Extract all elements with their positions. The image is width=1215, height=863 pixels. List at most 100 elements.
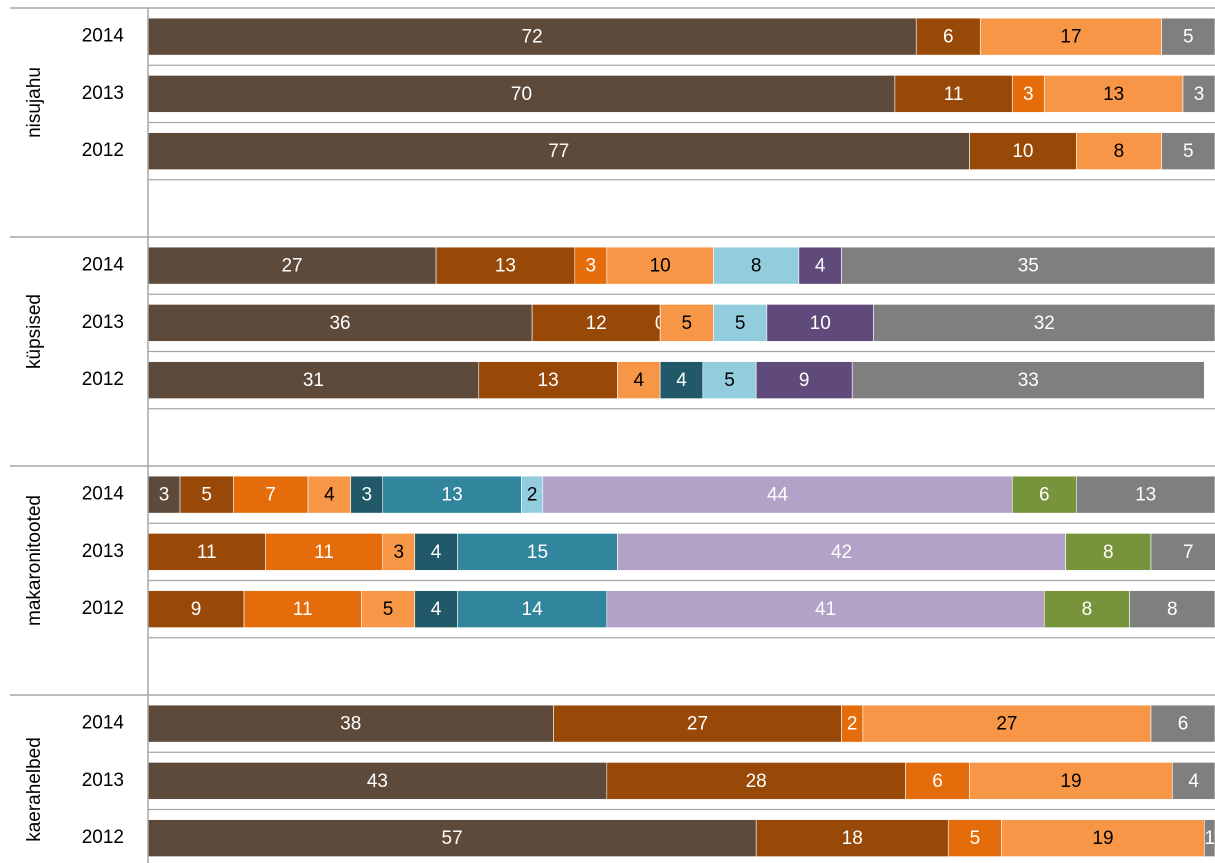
bar-segment — [702, 361, 757, 399]
bar-segment — [307, 475, 352, 514]
data-label: 5 — [724, 370, 735, 391]
bar-segment — [147, 762, 608, 800]
bar-segment — [617, 361, 661, 399]
data-label: 44 — [767, 485, 789, 506]
y-tick-label: 2012 — [82, 369, 124, 390]
y-tick-label: 2013 — [82, 541, 124, 562]
bar-segment — [147, 819, 757, 857]
data-label: 13 — [1103, 84, 1124, 105]
data-label: 13 — [495, 256, 516, 277]
y-tick-label: 2012 — [82, 827, 124, 848]
y-tick-label: 2013 — [82, 312, 124, 333]
bar-segment — [233, 475, 309, 514]
bar-segment — [1129, 590, 1215, 628]
data-label: 27 — [281, 256, 302, 277]
data-label: 6 — [932, 771, 943, 792]
y-tick-label: 2013 — [82, 770, 124, 791]
data-label: 3 — [361, 485, 372, 506]
y-tick-label: 2014 — [82, 255, 125, 276]
data-label: 3 — [393, 542, 404, 563]
data-label: 3 — [1194, 84, 1205, 105]
bar-segment — [1011, 75, 1045, 113]
data-label: 10 — [650, 256, 671, 277]
bar-segment — [1043, 590, 1130, 628]
bar-segment — [915, 17, 981, 56]
data-label: 4 — [676, 370, 687, 391]
data-label: 5 — [735, 313, 746, 334]
data-label: 32 — [1034, 313, 1055, 334]
data-label: 77 — [548, 141, 569, 162]
bar-segment — [147, 590, 245, 628]
bar-segment — [414, 533, 458, 571]
data-label: 5 — [1183, 27, 1194, 48]
bar-segment — [147, 475, 181, 514]
data-label: 14 — [522, 599, 544, 620]
data-label: 5 — [1183, 141, 1194, 162]
data-label: 35 — [1018, 256, 1039, 277]
group-label: nisujahu — [24, 67, 45, 138]
bar-segment — [457, 533, 618, 571]
data-label: 9 — [799, 370, 810, 391]
data-label: 7 — [265, 485, 276, 506]
data-label: 9 — [191, 599, 202, 620]
bar-segment — [435, 246, 576, 285]
bar-segment — [147, 704, 554, 743]
bar-segment — [851, 361, 1205, 399]
data-label: 6 — [1178, 714, 1189, 735]
data-label: 3 — [1023, 84, 1034, 105]
data-label: 10 — [1012, 141, 1033, 162]
bar-segment — [1150, 533, 1215, 571]
bar-segment — [947, 819, 1002, 857]
data-label: 4 — [1188, 771, 1199, 792]
bar-segment — [1075, 132, 1162, 170]
bar-segment — [1065, 533, 1152, 571]
data-label: 17 — [1060, 27, 1081, 48]
data-label: 27 — [996, 714, 1017, 735]
bar-segment — [659, 361, 704, 399]
bar-segment — [606, 762, 906, 800]
bar-segment — [382, 533, 416, 571]
bar-segment — [1172, 762, 1215, 800]
data-label: 27 — [687, 714, 708, 735]
data-label: 4 — [634, 370, 645, 391]
bar-segment — [798, 246, 842, 285]
bar-segment — [659, 304, 714, 342]
data-label: 2 — [527, 485, 538, 506]
bar-segment — [969, 762, 1173, 800]
bar-segment — [179, 475, 234, 514]
group-label: küpsised — [24, 294, 45, 369]
data-label: 57 — [442, 828, 463, 849]
data-label: 5 — [201, 485, 212, 506]
bar-segment — [862, 704, 1152, 743]
data-label: 7 — [1183, 542, 1194, 563]
bar-segment — [755, 361, 853, 399]
bar-segment — [873, 304, 1215, 342]
data-label: 4 — [431, 599, 442, 620]
y-tick-label: 2012 — [82, 140, 124, 161]
bar-segment — [382, 475, 522, 514]
data-label: 41 — [815, 599, 836, 620]
data-label: 4 — [815, 256, 826, 277]
data-label: 19 — [1092, 828, 1113, 849]
data-label: 4 — [324, 485, 335, 506]
data-label: 5 — [682, 313, 693, 334]
y-tick-label: 2014 — [82, 26, 125, 47]
bar-segment — [147, 246, 437, 285]
bar-segment — [1043, 75, 1184, 113]
data-label: 11 — [944, 84, 964, 105]
bar-segment — [574, 246, 608, 285]
bar-segment — [979, 17, 1162, 56]
bar-segment — [414, 590, 458, 628]
data-label: 38 — [340, 714, 361, 735]
data-label: 11 — [197, 542, 217, 563]
data-label: 3 — [159, 485, 170, 506]
data-label: 5 — [970, 828, 981, 849]
bar-segment — [147, 132, 970, 170]
data-label: 31 — [303, 370, 324, 391]
data-label: 42 — [831, 542, 852, 563]
data-label: 19 — [1060, 771, 1081, 792]
data-label: 13 — [442, 485, 463, 506]
bar-segment — [905, 762, 970, 800]
bar-segment — [350, 475, 384, 514]
data-label: 8 — [1114, 141, 1125, 162]
